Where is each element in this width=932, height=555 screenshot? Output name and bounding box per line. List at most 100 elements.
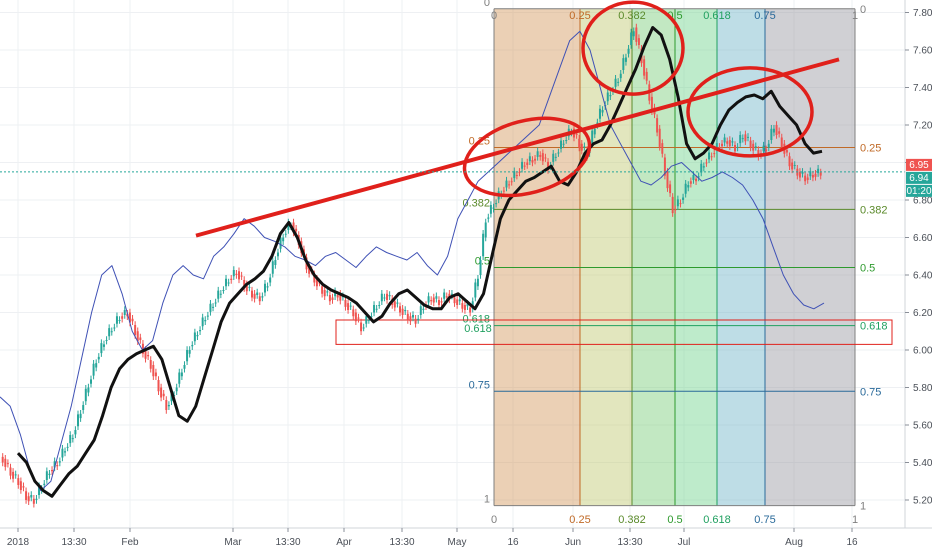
black-indicator-line [16, 26, 823, 498]
candle-body [19, 481, 22, 490]
candle-body [139, 337, 142, 340]
candle-body [154, 372, 157, 377]
y-tick-label: 5.80 [913, 383, 932, 394]
candle-body [214, 302, 217, 304]
countdown-tag-bg [906, 184, 932, 197]
candle-body [637, 38, 640, 45]
candle-body [445, 296, 448, 298]
x-tick-label: 13:30 [275, 537, 300, 548]
fib-time-zone-label-bottom: 0.5 [667, 514, 682, 526]
candle-body [53, 461, 56, 468]
fib-time-zone-label-top: 1 [852, 10, 858, 22]
fib-time-zone-label-bottom: 0.75 [754, 514, 775, 526]
candle-body [134, 325, 137, 335]
candle-body [580, 143, 583, 151]
candle-body [48, 473, 51, 475]
candle-body [17, 478, 20, 485]
candle-body [269, 277, 272, 283]
candle-body [598, 108, 601, 119]
candle-body [484, 222, 487, 238]
candle-body [617, 81, 620, 83]
candle-body [809, 171, 812, 177]
candle-body [349, 305, 352, 307]
candle-body [772, 128, 775, 133]
candle-body [64, 451, 67, 453]
trend-line [195, 57, 840, 238]
candle-body [401, 308, 404, 315]
candle-body [22, 486, 25, 488]
candle-body [370, 316, 373, 318]
candle-body [375, 308, 378, 310]
candle-body [183, 365, 186, 369]
y-tick-label: 6.60 [913, 233, 932, 244]
y-tick-label: 7.40 [913, 83, 932, 94]
candle-body [315, 278, 318, 287]
fib-time-zone-band [494, 8, 580, 506]
x-tick-label: Apr [336, 537, 352, 548]
candle-body [635, 27, 638, 42]
candle-body [624, 57, 627, 62]
candle-body [365, 316, 368, 324]
candle-body [713, 153, 716, 155]
candle-body [562, 143, 565, 145]
candle-body [339, 293, 342, 301]
candle-body [492, 207, 495, 209]
x-tick-label: 13:30 [617, 537, 642, 548]
fib-time-zone-band [675, 8, 717, 506]
bid-price-tag: 6.94 [909, 173, 929, 184]
candle-body [534, 158, 537, 161]
candle-body [35, 498, 38, 500]
candle-body [238, 271, 241, 280]
candle-body [204, 320, 207, 322]
candle-body [435, 296, 438, 299]
fib-level-label-right: 0.75 [860, 386, 881, 398]
x-tick-label: 16 [507, 537, 519, 548]
candle-body [186, 350, 189, 362]
candle-body [721, 143, 724, 147]
candle-body [679, 203, 682, 205]
candle-body [115, 316, 118, 324]
candle-body [489, 205, 492, 214]
candle-body [282, 237, 285, 242]
candle-body [487, 217, 490, 219]
candle-body [541, 153, 544, 162]
candle-body [531, 160, 534, 163]
candle-body [819, 172, 822, 176]
candle-body [404, 310, 407, 312]
candle-body [61, 448, 64, 458]
candle-body [180, 372, 183, 377]
candle-body [622, 58, 625, 70]
fib-time-zone-band [580, 8, 632, 506]
candle-body [212, 306, 215, 308]
candle-body [778, 131, 781, 134]
candle-body [804, 175, 807, 182]
fib-time-zone-label-bottom: 1 [852, 514, 858, 526]
candle-body [43, 483, 46, 485]
candle-body [765, 149, 768, 152]
candle-body [201, 317, 204, 327]
candle-body [476, 278, 479, 287]
candle-body [788, 156, 791, 167]
candle-body [450, 293, 453, 296]
y-tick-label: 5.60 [913, 421, 932, 432]
candle-body [165, 400, 168, 410]
x-tick-label: Feb [121, 537, 139, 548]
candle-body [521, 161, 524, 169]
candle-body [77, 414, 80, 427]
candle-body [89, 379, 92, 384]
candle-body [113, 327, 116, 329]
candle-body [575, 133, 578, 135]
candle-body [669, 184, 672, 194]
candle-body [726, 141, 729, 144]
candle-body [406, 313, 409, 320]
candle-body [160, 387, 163, 398]
candle-body [292, 222, 295, 233]
candle-body [295, 228, 298, 232]
fib-time-zone-label-top: 0.75 [754, 10, 775, 22]
fib-time-zone-label-bottom: 0 [491, 514, 497, 526]
candle-body [552, 153, 555, 162]
candle-body [258, 296, 261, 302]
candle-body [557, 152, 560, 154]
